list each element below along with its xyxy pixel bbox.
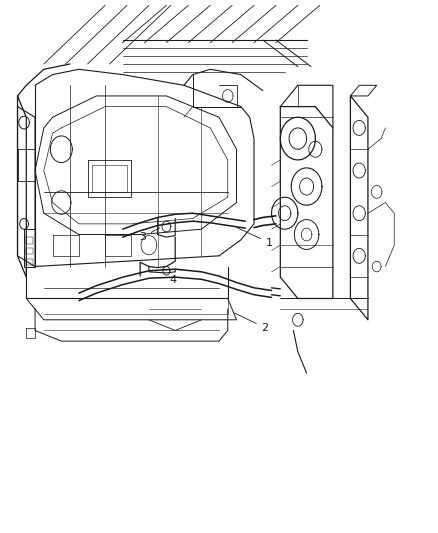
Text: 2: 2 <box>235 313 268 333</box>
Text: 1: 1 <box>237 228 273 247</box>
Text: 3: 3 <box>139 228 159 242</box>
Text: 4: 4 <box>170 269 182 285</box>
